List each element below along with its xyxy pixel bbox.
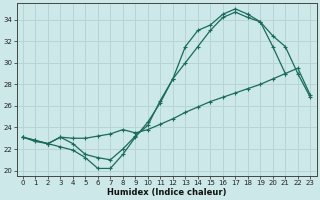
X-axis label: Humidex (Indice chaleur): Humidex (Indice chaleur) — [107, 188, 226, 197]
